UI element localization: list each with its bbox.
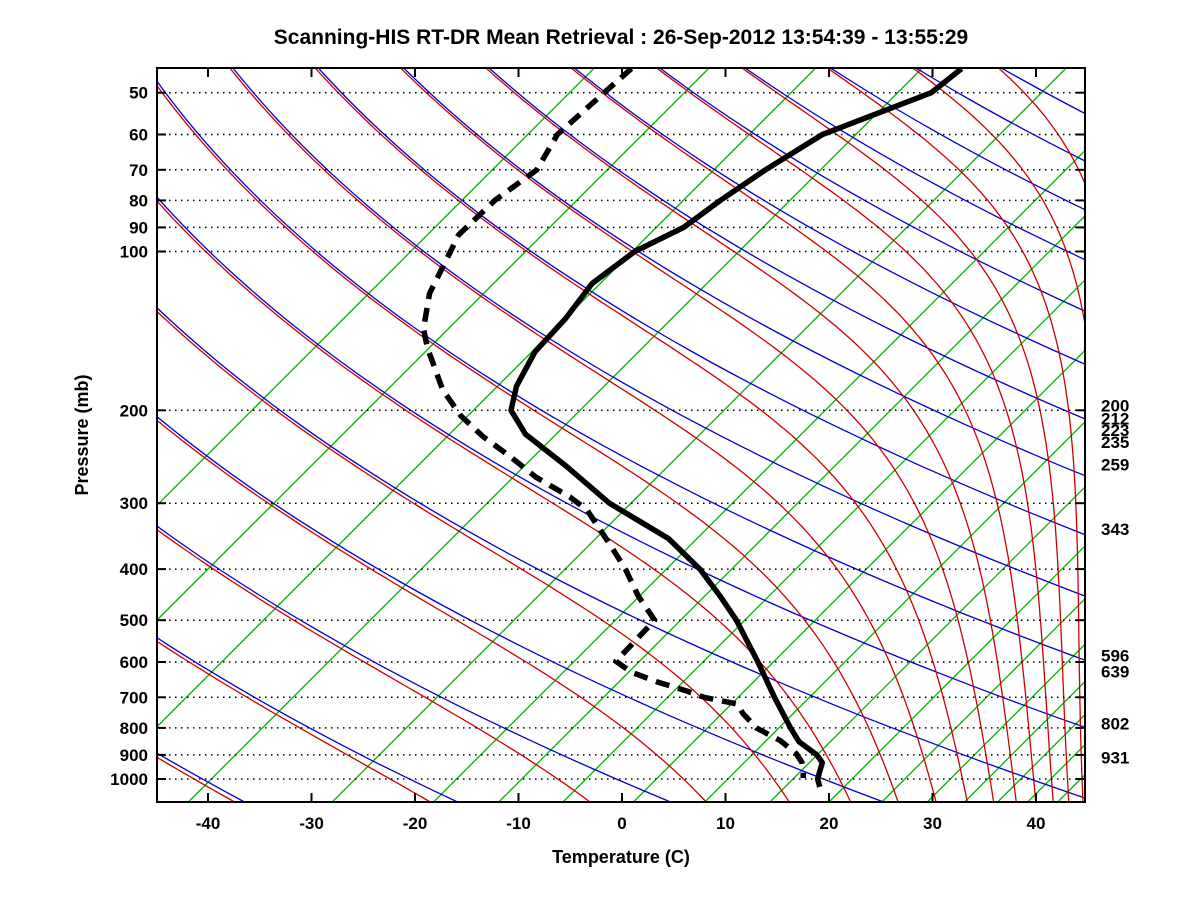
green-isopleth-line <box>157 68 710 622</box>
dry-adiabat-line <box>157 636 459 802</box>
x-tick-label: -40 <box>196 814 221 833</box>
dry-adiabat-line <box>157 306 1085 799</box>
moist-adiabat-line <box>157 419 707 802</box>
x-tick-label: -20 <box>403 814 428 833</box>
moist-adiabat-line <box>827 68 1084 802</box>
green-isopleth-line <box>926 643 1085 802</box>
right-pressure-label: 259 <box>1101 456 1129 475</box>
dewpoint-curve <box>420 68 807 779</box>
x-tick-label: 30 <box>923 814 942 833</box>
dry-adiabat-line <box>157 415 885 802</box>
x-axis-label: Temperature (C) <box>552 847 690 867</box>
y-tick-label: 300 <box>120 494 148 513</box>
y-tick-label: 400 <box>120 560 148 579</box>
dry-adiabat-line <box>318 68 1085 536</box>
right-pressure-label: 639 <box>1101 662 1129 681</box>
green-isopleth-line <box>498 214 1085 802</box>
y-tick-label: 90 <box>129 218 148 237</box>
moist-adiabat-line <box>157 310 790 802</box>
moist-adiabat-line <box>315 68 969 802</box>
moist-adiabat-line <box>157 84 899 802</box>
dry-adiabat-line <box>660 68 1085 312</box>
green-isopleth-line <box>769 486 1085 802</box>
dry-adiabat-line <box>157 196 1085 729</box>
moist-adiabat-line <box>657 68 1054 802</box>
y-tick-label: 100 <box>120 243 148 262</box>
moist-adiabat-line <box>157 640 431 802</box>
dry-adiabat-line <box>574 68 1085 365</box>
right-pressure-label: 200 <box>1101 396 1129 415</box>
y-tick-label: 900 <box>120 746 148 765</box>
temperature-curve <box>508 68 964 788</box>
background-isopleths <box>157 68 1085 802</box>
x-tick-label: 20 <box>820 814 839 833</box>
y-tick-label: 500 <box>120 611 148 630</box>
right-pressure-label: 596 <box>1101 646 1129 665</box>
right-pressure-label: 802 <box>1101 715 1129 734</box>
chart-title: Scanning-HIS RT-DR Mean Retrieval : 26-S… <box>274 26 968 49</box>
moist-adiabat-line <box>229 68 937 802</box>
dry-adiabat-line <box>489 68 1085 420</box>
dry-adiabat-line <box>403 68 1085 477</box>
green-isopleth-line <box>331 68 1067 802</box>
sounding-profiles <box>420 68 964 788</box>
dry-adiabat-line <box>232 68 1085 597</box>
y-axis-label: Pressure (mb) <box>72 374 92 495</box>
y-tick-label: 50 <box>129 84 148 103</box>
y-tick-label: 700 <box>120 688 148 707</box>
x-tick-label: 0 <box>617 814 626 833</box>
y-tick-label: 800 <box>120 719 148 738</box>
x-tick-label: 10 <box>716 814 735 833</box>
right-pressure-label: 223 <box>1101 421 1129 440</box>
right-pressure-label: 235 <box>1101 433 1129 452</box>
moist-adiabat-line <box>913 68 1085 329</box>
y-tick-label: 70 <box>129 161 148 180</box>
axes-frame-and-ticks <box>156 67 1086 803</box>
green-isopleth-line <box>828 545 1085 802</box>
y-tick-label: 80 <box>129 191 148 210</box>
y-tick-label: 600 <box>120 653 148 672</box>
dry-adiabat-line <box>745 68 1085 261</box>
moist-adiabat-line <box>486 68 1017 802</box>
moist-adiabat-line <box>157 528 591 802</box>
dry-adiabat-line <box>157 525 672 802</box>
x-tick-label: -10 <box>506 814 531 833</box>
green-isopleth-line <box>157 68 595 507</box>
right-pressure-label: 343 <box>1101 520 1129 539</box>
green-isopleth-line <box>187 68 923 802</box>
green-isopleth-line <box>562 279 1085 802</box>
green-isopleth-line <box>632 349 1085 802</box>
dry-adiabat-line <box>157 80 1085 661</box>
right-pressure-label: 212 <box>1101 410 1129 429</box>
green-isopleth-line <box>881 597 1085 802</box>
x-tick-label: 40 <box>1027 814 1046 833</box>
tick-labels: -40 -30 -20 -10 0 10 20 30 40 50 60 70 80 90 100 200 300… <box>110 84 1045 833</box>
x-tick-label: -30 <box>299 814 324 833</box>
moist-adiabat-line <box>571 68 1037 802</box>
moist-adiabat-line <box>157 200 852 802</box>
right-pressure-label: 931 <box>1101 749 1129 768</box>
dry-adiabat-line <box>831 68 1085 211</box>
moist-adiabat-line <box>400 68 995 802</box>
moist-adiabat-line <box>742 68 1070 802</box>
y-tick-label: 200 <box>120 401 148 420</box>
y-tick-label: 1000 <box>110 770 148 789</box>
y-tick-label: 60 <box>129 126 148 145</box>
